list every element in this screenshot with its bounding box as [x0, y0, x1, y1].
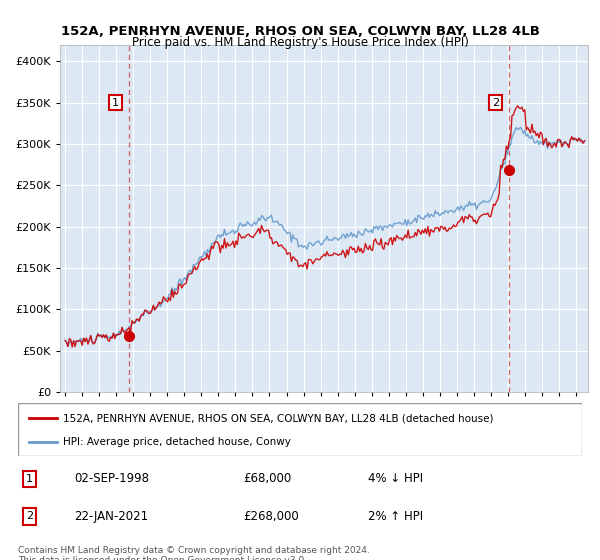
Text: 02-SEP-1998: 02-SEP-1998 [74, 472, 149, 485]
Text: Price paid vs. HM Land Registry's House Price Index (HPI): Price paid vs. HM Land Registry's House … [131, 36, 469, 49]
Text: £268,000: £268,000 [244, 510, 299, 523]
Text: 22-JAN-2021: 22-JAN-2021 [74, 510, 149, 523]
Text: 2% ↑ HPI: 2% ↑ HPI [368, 510, 423, 523]
Text: Contains HM Land Registry data © Crown copyright and database right 2024.
This d: Contains HM Land Registry data © Crown c… [18, 546, 370, 560]
Text: 1: 1 [112, 97, 119, 108]
Text: 1: 1 [26, 474, 33, 484]
Text: HPI: Average price, detached house, Conwy: HPI: Average price, detached house, Conw… [63, 436, 291, 446]
Text: 2: 2 [26, 511, 33, 521]
Text: 152A, PENRHYN AVENUE, RHOS ON SEA, COLWYN BAY, LL28 4LB: 152A, PENRHYN AVENUE, RHOS ON SEA, COLWY… [61, 25, 539, 38]
Text: 2: 2 [492, 97, 499, 108]
Text: 152A, PENRHYN AVENUE, RHOS ON SEA, COLWYN BAY, LL28 4LB (detached house): 152A, PENRHYN AVENUE, RHOS ON SEA, COLWY… [63, 413, 494, 423]
Text: £68,000: £68,000 [244, 472, 292, 485]
Text: 4% ↓ HPI: 4% ↓ HPI [368, 472, 423, 485]
